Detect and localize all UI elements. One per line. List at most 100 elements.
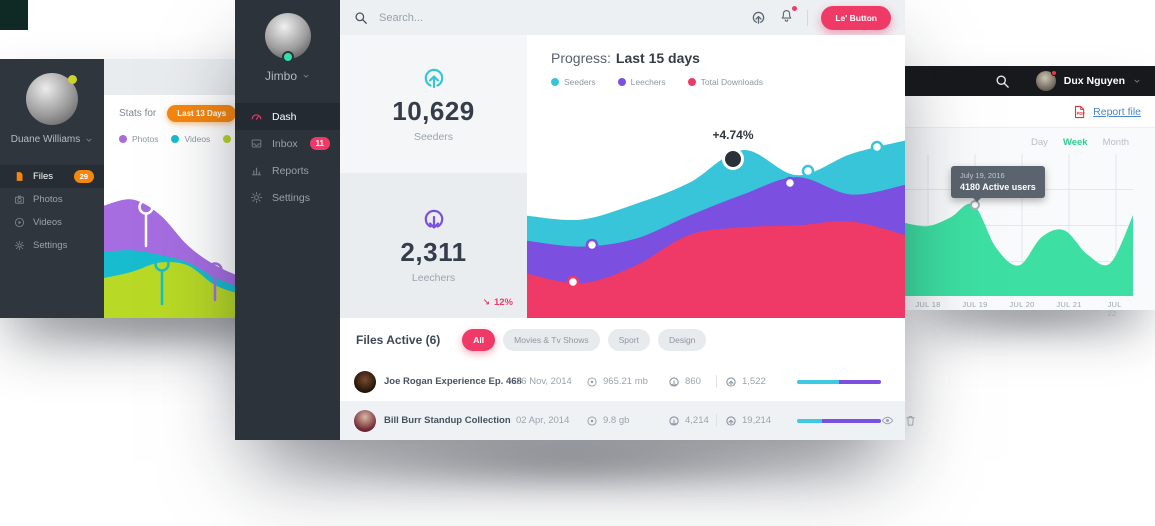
topbar: Le' Button <box>340 0 905 35</box>
chevron-down-icon <box>85 136 93 144</box>
stacked-area-chart <box>104 199 244 318</box>
cloud-upload-icon <box>725 376 737 388</box>
avatar[interactable] <box>264 13 311 63</box>
period-tabs: Day Week Month <box>1031 137 1129 148</box>
cloud-download-icon <box>668 376 680 388</box>
x-tick-label: JUL 18 <box>915 300 941 309</box>
progress-leech-segment <box>822 418 881 423</box>
sidebar-item-inbox[interactable]: Inbox 11 <box>235 130 340 157</box>
notifications-button[interactable] <box>779 4 799 28</box>
files-header: Files Active (6) All Movies & Tv Shows S… <box>340 318 905 362</box>
sidebar-item-videos[interactable]: Videos <box>0 211 104 234</box>
tab-week[interactable]: Week <box>1062 137 1088 148</box>
bar-chart-icon <box>250 164 263 177</box>
trend-down-icon: ↘ <box>482 297 490 308</box>
tab-month[interactable]: Month <box>1102 137 1129 148</box>
legend-total-downloads: Total Downloads <box>687 77 763 87</box>
user-menu[interactable]: Duane Williams <box>0 134 104 145</box>
legend-photos: Photos <box>119 134 158 144</box>
status-dot <box>281 51 294 63</box>
sidebar-item-settings[interactable]: Settings <box>0 234 104 257</box>
tooltip-date: July 19, 2016 <box>960 171 1005 180</box>
filter-sport[interactable]: Sport <box>607 329 650 351</box>
legend-dot <box>617 78 626 86</box>
main-dashboard: Jimbo Dash Inbox 11 Reports <box>235 0 905 440</box>
gear-icon <box>250 191 263 204</box>
avatar[interactable] <box>26 73 78 125</box>
chart-legend: Seeders Leechers Total Downloads <box>551 77 763 87</box>
sidebar-item-dash[interactable]: Dash <box>235 103 340 130</box>
upload-icon <box>422 66 446 90</box>
legend-dot <box>171 135 180 143</box>
notification-badge-dot <box>791 4 799 12</box>
pdf-icon <box>1072 105 1086 119</box>
row-actions <box>881 414 917 427</box>
table-row[interactable]: Bill Burr Standup Collection 02 Apr, 201… <box>340 401 905 440</box>
status-dot <box>68 75 77 84</box>
filter-movies-tv[interactable]: Movies & Tv Shows <box>503 329 600 351</box>
seeders-value: 10,629 <box>392 95 475 126</box>
topbar-actions: Le' Button <box>751 4 891 30</box>
dashboard-body: 10,629 Seeders 2,311 Leechers ↘ 12% <box>340 35 905 318</box>
divider <box>807 9 809 26</box>
cloud-upload-icon[interactable] <box>751 10 766 25</box>
download-icon <box>422 207 446 231</box>
sidebar-item-label: Settings <box>272 191 310 204</box>
report-file-link[interactable]: Report file <box>1093 105 1141 118</box>
sidebar-item-label: Videos <box>33 217 62 228</box>
leechers-value: 2,311 <box>400 237 467 267</box>
filter-all[interactable]: All <box>462 329 496 351</box>
legend-leechers: Leechers <box>617 77 666 87</box>
active-users-card: Day Week Month <box>905 127 1155 318</box>
file-downloads: 4,214 <box>668 415 716 427</box>
x-tick-label: JUL 19 <box>962 300 988 309</box>
seeders-label: Seeders <box>413 130 454 143</box>
le-button[interactable]: Le' Button <box>821 5 891 30</box>
left-sidebar-menu: Files 29 Photos Videos Settings <box>0 165 104 257</box>
user-menu[interactable]: Jimbo <box>235 69 340 83</box>
x-axis-labels: JUL 18 JUL 19 JUL 20 JUL 21 JUL 22 <box>905 300 1133 318</box>
chart-tooltip: July 19, 2016 4180 Active users <box>951 166 1045 202</box>
progress-leech-segment <box>839 379 881 384</box>
table-row[interactable]: Joe Rogan Experience Ep. 468 26 Nov, 201… <box>340 362 905 401</box>
trash-icon[interactable] <box>904 414 917 427</box>
leechers-delta: ↘ 12% <box>482 297 513 308</box>
stats-for-label: Stats for <box>119 108 157 119</box>
files-count-badge: 29 <box>73 170 94 183</box>
notification-dot <box>1050 70 1057 76</box>
chevron-down-icon[interactable] <box>1133 77 1141 85</box>
file-uploads: 19,214 <box>725 415 787 427</box>
user-name: Dux Nguyen <box>1063 75 1125 87</box>
avatar <box>354 409 376 432</box>
file-icon <box>14 171 25 182</box>
file-size: 9.8 gb <box>586 415 668 427</box>
sidebar-item-label: Files <box>33 171 54 182</box>
filter-design[interactable]: Design <box>657 329 707 351</box>
main-sidebar-menu: Dash Inbox 11 Reports Settings <box>235 103 340 211</box>
chevron-down-icon <box>302 72 310 80</box>
annotation-label: +4.74% <box>712 128 753 142</box>
file-title: Bill Burr Standup Collection <box>384 415 511 426</box>
eye-icon[interactable] <box>881 414 894 427</box>
stats-column: 10,629 Seeders 2,311 Leechers ↘ 12% <box>340 35 527 318</box>
search-icon[interactable] <box>995 74 1010 89</box>
sidebar-item-reports[interactable]: Reports <box>235 157 340 184</box>
inbox-icon <box>250 137 263 150</box>
seeders-stat: 10,629 Seeders <box>340 35 527 173</box>
chart-title: Progress: Last 15 days <box>551 50 700 66</box>
report-row: Report file <box>905 96 1155 127</box>
cloud-upload-icon <box>725 415 737 427</box>
legend-dot <box>119 135 127 143</box>
legend-dot <box>687 78 696 86</box>
sidebar-item-files[interactable]: Files 29 <box>0 165 104 188</box>
search-icon[interactable] <box>354 11 368 25</box>
camera-icon <box>14 194 25 205</box>
range-button-last-13-days[interactable]: Last 13 Days <box>167 105 237 122</box>
sidebar-item-settings[interactable]: Settings <box>235 184 340 211</box>
tab-day[interactable]: Day <box>1031 137 1048 148</box>
gauge-icon <box>250 110 263 123</box>
sidebar-item-photos[interactable]: Photos <box>0 188 104 211</box>
search-input[interactable] <box>377 10 547 25</box>
avatar <box>1035 70 1057 91</box>
sidebar-item-label: Inbox <box>272 137 298 150</box>
